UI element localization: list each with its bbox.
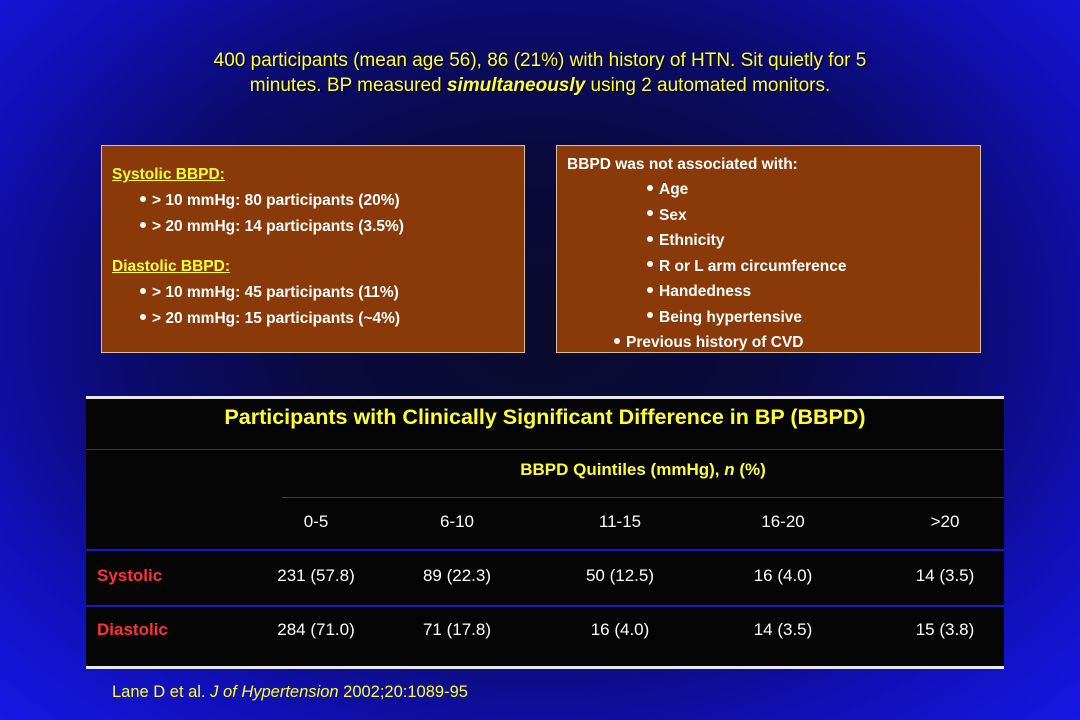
column-header: 6-10 xyxy=(439,512,475,531)
row-label-diastolic: Diastolic xyxy=(97,620,168,639)
not-associated-heading: BBPD was not associated with: xyxy=(567,156,798,173)
table-cell: 50 (12.5) xyxy=(585,566,655,585)
table-subheader: BBPD Quintiles (mmHg), n (%) xyxy=(520,460,766,479)
bullet-icon xyxy=(614,337,620,344)
intro-line-2: minutes. BP measured simultaneously usin… xyxy=(90,73,990,98)
table-cell: 14 (3.5) xyxy=(753,620,813,639)
systolic-heading: Systolic BBPD: xyxy=(112,166,225,183)
table-cell: 284 (71.0) xyxy=(277,620,355,639)
not-associated-item: Age xyxy=(567,177,980,203)
not-associated-item: Ethnicity xyxy=(567,228,980,254)
table-cell: 16 (4.0) xyxy=(590,620,650,639)
intro-text: 400 participants (mean age 56), 86 (21%)… xyxy=(90,48,990,98)
bullet-icon xyxy=(140,221,146,228)
table-cell: 15 (3.8) xyxy=(915,620,975,639)
bullet-icon xyxy=(647,210,653,217)
bullet-icon xyxy=(140,195,146,202)
citation: Lane D et al. J of Hypertension 2002;20:… xyxy=(112,683,468,701)
not-associated-item: Handedness xyxy=(567,279,980,305)
diastolic-heading: Diastolic BBPD: xyxy=(112,258,230,275)
table-title: Participants with Clinically Significant… xyxy=(224,405,866,429)
bullet-icon xyxy=(647,312,653,319)
row-label-systolic: Systolic xyxy=(97,566,163,585)
table-cell: 71 (17.8) xyxy=(422,620,492,639)
table-cell: 89 (22.3) xyxy=(422,566,492,585)
systolic-item: > 10 mmHg: 80 participants (20%) xyxy=(112,188,524,214)
systolic-item: > 20 mmHg: 14 participants (3.5%) xyxy=(112,214,524,240)
not-associated-item: Previous history of CVD xyxy=(567,330,980,356)
bullet-icon xyxy=(647,184,653,191)
column-header: 11-15 xyxy=(598,512,642,531)
bullet-icon xyxy=(140,287,146,294)
not-associated-item: R or L arm circumference xyxy=(567,254,980,280)
table-cell: 231 (57.8) xyxy=(277,566,355,585)
diastolic-item: > 20 mmHg: 15 participants (~4%) xyxy=(112,306,524,332)
intro-line-1: 400 participants (mean age 56), 86 (21%)… xyxy=(213,50,867,71)
not-associated-item: Sex xyxy=(567,203,980,229)
bullet-icon xyxy=(647,261,653,268)
column-header: 0-5 xyxy=(303,512,329,531)
table-cell: 16 (4.0) xyxy=(753,566,813,585)
intro-line-2-post: using 2 automated monitors. xyxy=(585,75,831,96)
intro-emphasis: simultaneously xyxy=(446,75,586,96)
bullet-icon xyxy=(647,235,653,242)
column-header: >20 xyxy=(930,512,960,531)
bbpd-thresholds-box: Systolic BBPD: > 10 mmHg: 80 participant… xyxy=(101,145,525,353)
bullet-icon xyxy=(647,286,653,293)
table-cell: 14 (3.5) xyxy=(915,566,975,585)
not-associated-item: Being hypertensive xyxy=(567,305,980,331)
not-associated-box: BBPD was not associated with: Age Sex Et… xyxy=(556,145,981,353)
bbpd-table: Participants with Clinically Significant… xyxy=(86,396,1004,669)
bullet-icon xyxy=(140,313,146,320)
diastolic-item: > 10 mmHg: 45 participants (11%) xyxy=(112,280,524,306)
column-header: 16-20 xyxy=(761,512,805,531)
intro-line-2-pre: minutes. BP measured xyxy=(249,75,447,96)
citation-journal: J of Hypertension xyxy=(210,683,339,701)
